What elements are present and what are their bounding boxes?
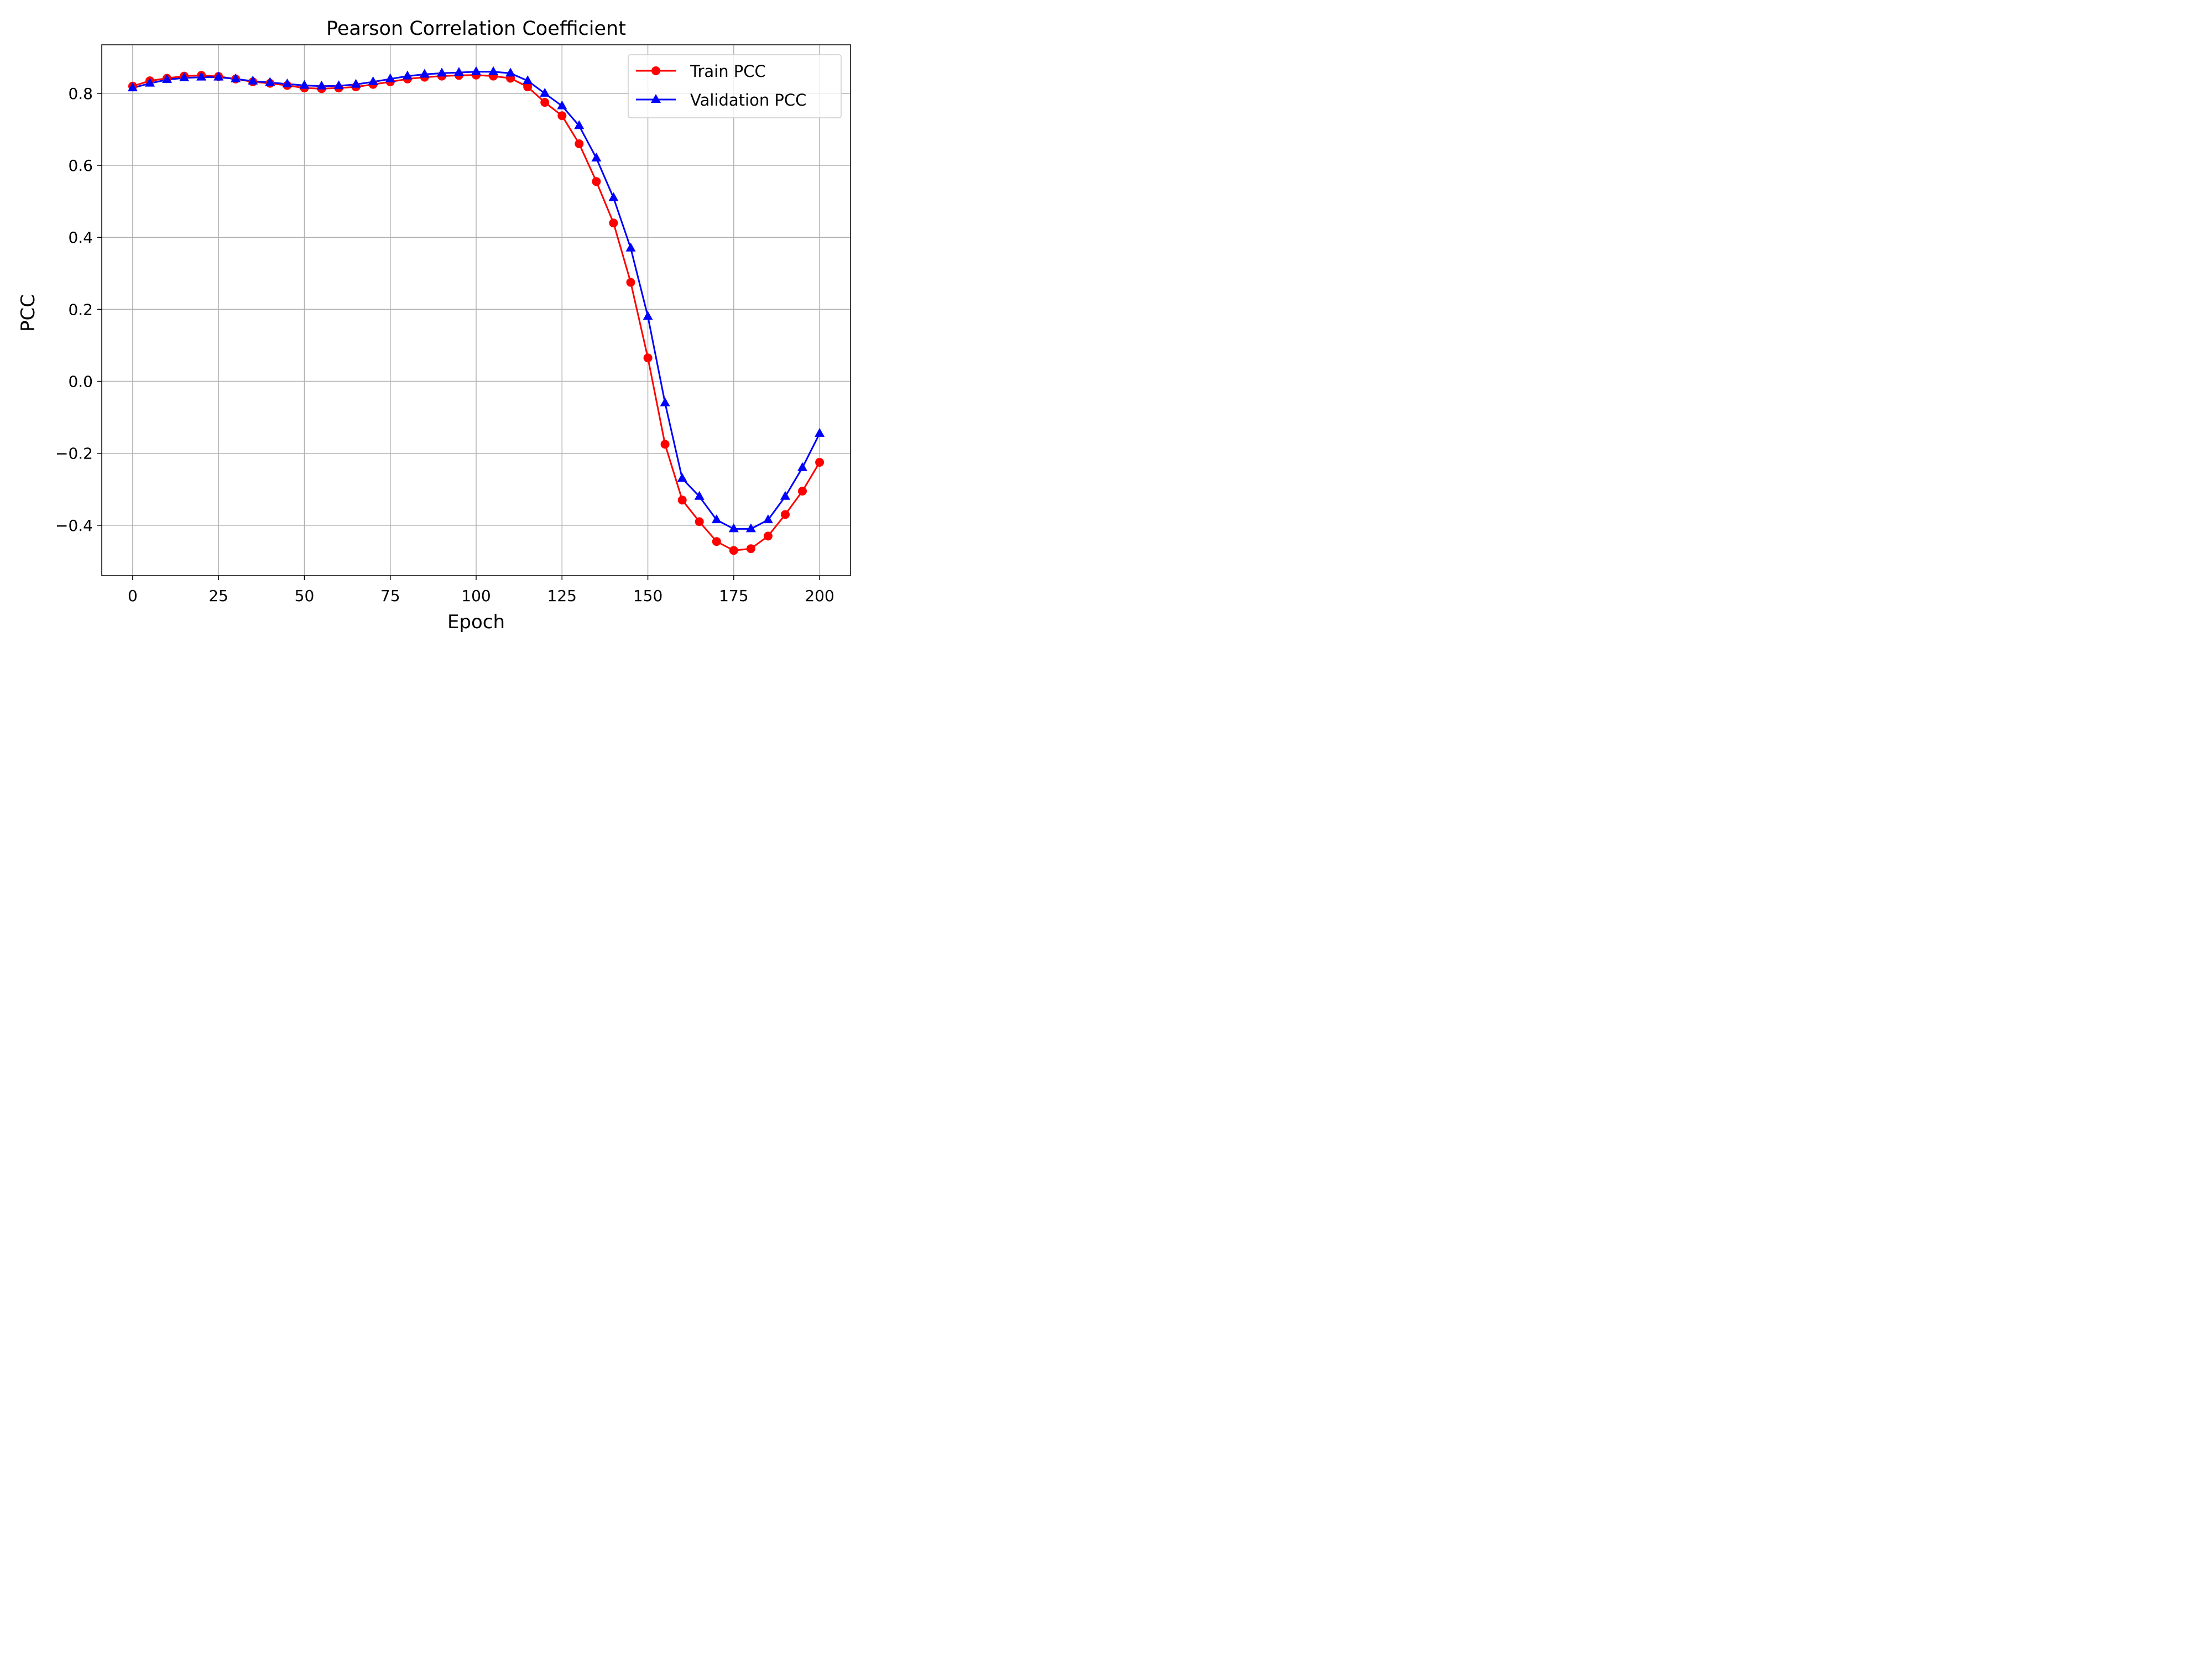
validation-point <box>557 100 567 109</box>
y-tick-label: 0.0 <box>68 373 93 391</box>
validation-point <box>797 462 807 471</box>
validation-point <box>162 74 172 84</box>
x-tick-label: 200 <box>805 587 834 605</box>
train-point <box>746 544 755 554</box>
train-point <box>609 218 618 228</box>
train-point <box>592 177 601 186</box>
y-tick-label: 0.6 <box>68 156 93 175</box>
train-point <box>643 353 653 363</box>
series-markers <box>127 66 825 555</box>
validation-point <box>471 66 481 75</box>
train-point <box>575 139 584 148</box>
validation-point <box>815 427 825 437</box>
x-tick-label: 50 <box>295 587 315 605</box>
train-point <box>781 510 790 519</box>
chart-title: Pearson Correlation Coefficient <box>326 18 626 40</box>
y-tick-label: −0.4 <box>55 517 93 535</box>
train-point <box>695 517 704 526</box>
validation-point <box>677 473 687 482</box>
pcc-line-chart: 0 25 50 75 100 125 150 175 200 −0.4 −0.2 0.0 0.2 0.4… <box>17 18 851 633</box>
train-point <box>712 537 721 546</box>
x-tick-label: 100 <box>461 587 491 605</box>
validation-point <box>282 78 293 87</box>
train-point <box>763 531 773 541</box>
validation-point <box>660 397 670 406</box>
validation-point <box>505 67 516 77</box>
train-point <box>660 440 670 449</box>
y-axis-label: PCC <box>17 294 39 332</box>
validation-point <box>745 523 756 533</box>
validation-point <box>488 66 499 75</box>
validation-point <box>608 192 619 201</box>
validation-point <box>145 77 155 87</box>
validation-point <box>625 242 636 252</box>
validation-point <box>196 71 207 81</box>
validation-point <box>316 80 327 90</box>
validation-point <box>574 120 585 129</box>
train-point <box>677 495 687 505</box>
x-tick-label: 175 <box>719 587 748 605</box>
train-point <box>540 98 550 107</box>
validation-point <box>213 71 224 81</box>
x-tick-label: 25 <box>208 587 228 605</box>
legend: Train PCC Validation PCC <box>628 54 842 118</box>
x-tick-label: 75 <box>380 587 400 605</box>
validation-point <box>728 523 739 533</box>
validation-point <box>591 153 602 161</box>
validation-point <box>333 80 344 90</box>
validation-point <box>643 311 653 320</box>
legend-train-label: Train PCC <box>690 62 766 81</box>
validation-point <box>780 491 790 500</box>
legend-train-marker <box>651 66 660 75</box>
legend-box <box>628 54 842 118</box>
legend-validation-label: Validation PCC <box>690 91 806 109</box>
validation-point <box>540 87 550 97</box>
x-tick-label: 150 <box>633 587 662 605</box>
x-axis-ticks: 0 25 50 75 100 125 150 175 200 <box>128 576 834 605</box>
train-point <box>815 458 825 467</box>
y-tick-label: 0.2 <box>68 300 93 319</box>
y-tick-label: 0.4 <box>68 228 93 247</box>
train-point <box>523 82 533 92</box>
train-point <box>729 546 738 555</box>
validation-point <box>179 72 190 81</box>
validation-point <box>368 76 378 85</box>
train-point <box>557 111 567 121</box>
validation-point <box>523 75 533 85</box>
validation-point <box>351 79 361 88</box>
validation-point <box>265 77 275 86</box>
y-axis-ticks: −0.4 −0.2 0.0 0.2 0.4 0.6 0.8 <box>55 85 102 535</box>
validation-point <box>231 73 241 82</box>
validation-point <box>402 70 413 80</box>
validation-point <box>453 67 464 76</box>
validation-point <box>127 82 138 92</box>
train-point <box>798 487 807 496</box>
train-point <box>626 278 635 287</box>
validation-point <box>419 69 430 78</box>
x-axis-label: Epoch <box>447 611 505 633</box>
y-tick-label: 0.8 <box>68 85 93 103</box>
y-tick-label: −0.2 <box>55 445 93 463</box>
x-tick-label: 0 <box>128 587 138 605</box>
validation-point <box>436 67 447 77</box>
validation-point <box>694 491 705 500</box>
validation-point <box>763 514 773 524</box>
legend-validation-marker <box>651 94 661 103</box>
validation-point <box>385 73 395 82</box>
validation-point <box>711 514 722 524</box>
validation-point <box>248 75 258 85</box>
validation-point <box>299 80 310 89</box>
x-tick-label: 125 <box>547 587 577 605</box>
